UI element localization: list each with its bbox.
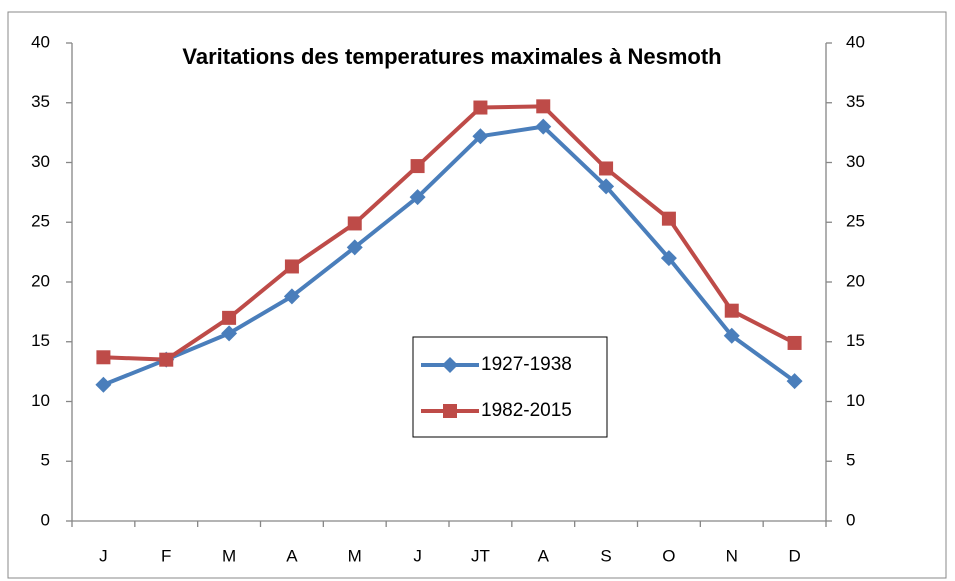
data-point xyxy=(347,216,362,231)
x-tick-label: F xyxy=(161,546,171,565)
x-tick-label: A xyxy=(538,546,550,565)
x-tick-label: N xyxy=(726,546,738,565)
data-point xyxy=(661,211,676,226)
y2-tick-label: 15 xyxy=(846,331,865,350)
y-tick-label: 0 xyxy=(41,510,50,529)
data-point xyxy=(786,373,803,390)
data-point xyxy=(284,259,299,274)
data-point xyxy=(159,352,174,367)
y2-tick-label: 40 xyxy=(846,32,865,51)
x-tick-label: D xyxy=(788,546,800,565)
data-point xyxy=(599,161,614,176)
y-tick-label: 15 xyxy=(31,331,50,350)
data-point xyxy=(222,310,237,325)
data-point xyxy=(472,128,489,145)
y-tick-label: 5 xyxy=(41,451,50,470)
data-point xyxy=(283,288,300,305)
x-tick-label: JT xyxy=(471,546,490,565)
y-tick-label: 10 xyxy=(31,391,50,410)
data-point xyxy=(598,178,615,195)
x-tick-label: S xyxy=(600,546,611,565)
series-line xyxy=(103,104,796,362)
data-point xyxy=(346,239,363,256)
data-point xyxy=(536,99,551,114)
legend-marker xyxy=(442,357,458,373)
data-point xyxy=(724,303,739,318)
series-line xyxy=(102,124,796,387)
legend-label: 1927-1938 xyxy=(481,354,572,375)
y-tick-label: 35 xyxy=(31,92,50,111)
y2-tick-label: 25 xyxy=(846,212,865,231)
x-tick-label: J xyxy=(413,546,422,565)
chart-title: Varitations des temperatures maximales à… xyxy=(182,44,721,69)
data-point xyxy=(221,325,238,342)
y-tick-label: 40 xyxy=(31,32,50,51)
y2-tick-label: 20 xyxy=(846,271,865,290)
y-tick-label: 30 xyxy=(31,152,50,171)
x-tick-label: M xyxy=(222,546,236,565)
data-point xyxy=(95,376,112,393)
data-point xyxy=(660,250,677,267)
y2-tick-label: 30 xyxy=(846,152,865,171)
data-point xyxy=(787,335,802,350)
data-point xyxy=(535,118,552,135)
data-point xyxy=(723,327,740,344)
x-tick-label: M xyxy=(348,546,362,565)
y2-tick-label: 0 xyxy=(846,510,855,529)
data-point xyxy=(473,100,488,115)
legend-box xyxy=(412,336,608,438)
x-tick-label: A xyxy=(286,546,298,565)
chart-frame xyxy=(7,11,947,579)
y2-tick-label: 10 xyxy=(846,391,865,410)
legend-marker xyxy=(443,404,457,418)
data-point xyxy=(409,189,426,206)
data-point xyxy=(96,350,111,365)
y2-tick-label: 5 xyxy=(846,451,855,470)
x-tick-label: O xyxy=(662,546,675,565)
y-tick-label: 25 xyxy=(31,212,50,231)
y2-tick-label: 35 xyxy=(846,92,865,111)
y-tick-label: 20 xyxy=(31,271,50,290)
data-point xyxy=(410,159,425,174)
legend-label: 1982-2015 xyxy=(481,400,572,421)
x-tick-label: J xyxy=(99,546,108,565)
